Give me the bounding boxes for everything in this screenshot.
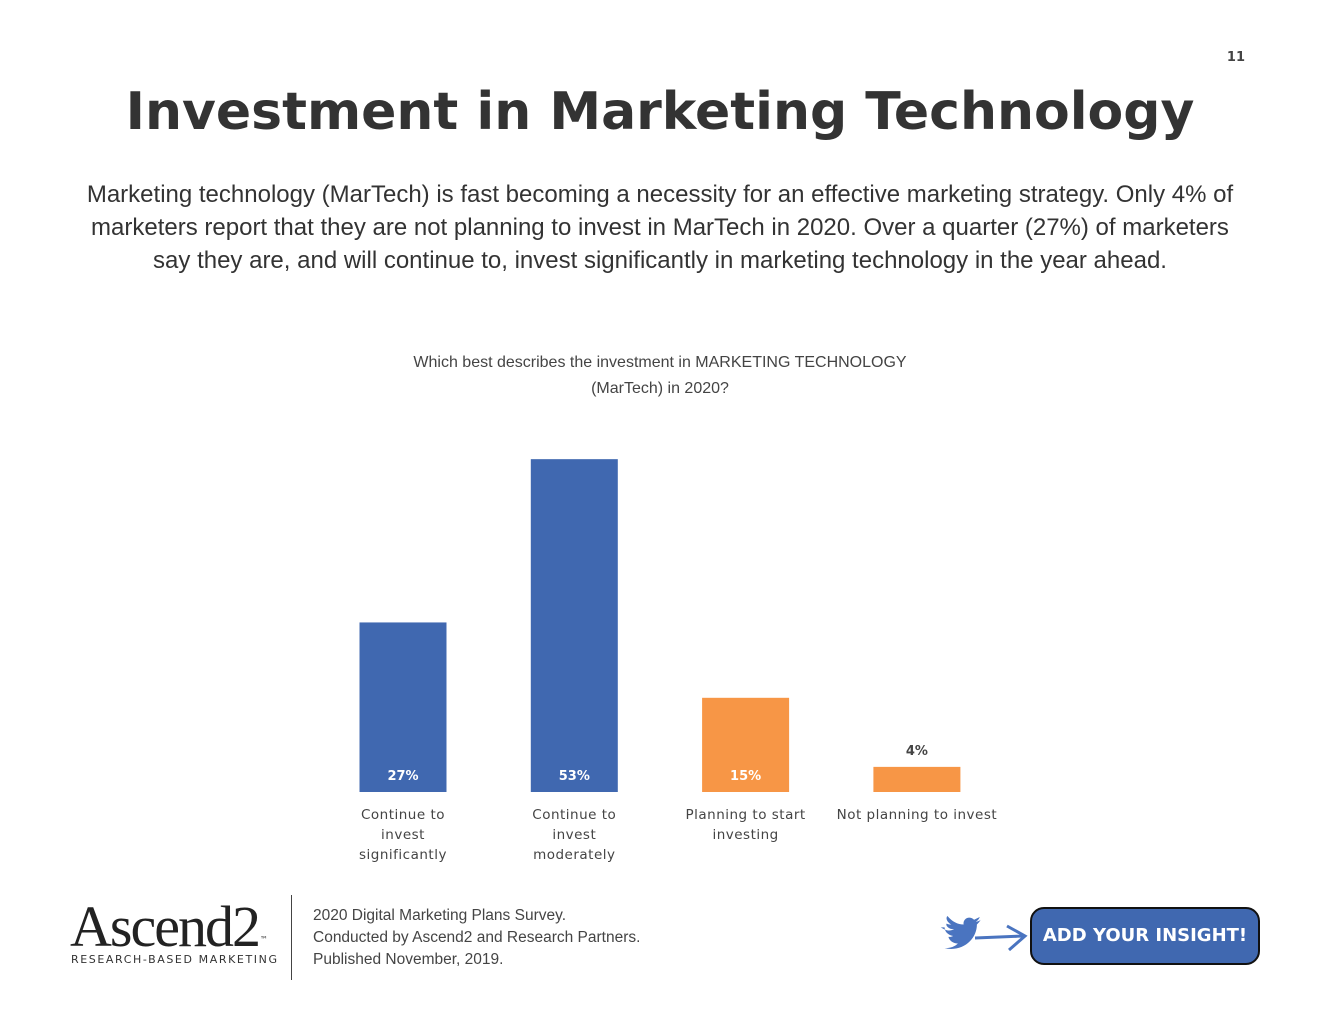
page-number: 11 [1226,50,1245,65]
category-label: Not planning to invest [836,807,998,823]
logo-tagline: RESEARCH-BASED MARKETING [71,953,279,966]
twitter-arrow [940,916,1028,952]
bar [530,459,618,792]
add-insight-button[interactable]: ADD YOUR INSIGHT! [1030,907,1260,965]
logo: Ascend2 [70,894,261,959]
bar [873,766,961,792]
value-label: 53% [559,769,590,784]
value-label: 27% [387,769,418,784]
footer-line: Published November, 2019. [313,951,504,968]
footer-line: 2020 Digital Marketing Plans Survey. [313,907,567,924]
category-label: Planning to start investing [685,807,806,843]
divider [291,895,292,980]
body-text: Marketing technology (MarTech) is fast b… [86,181,1234,274]
bar [359,622,447,792]
value-label: 4% [906,744,928,759]
slide-title: Investment in Marketing Technology [125,82,1195,142]
value-label: 15% [730,769,761,784]
chart-title: Which best describes the investment in M… [413,354,907,397]
category-label: Continue to invest significantly [359,807,447,863]
category-label: Continue to invest moderately [532,807,617,863]
bar [702,697,790,792]
footer-line: Conducted by Ascend2 and Research Partne… [313,929,641,946]
footer-text: 2020 Digital Marketing Plans Survey. Con… [313,905,640,971]
trademark: ™ [260,935,268,944]
